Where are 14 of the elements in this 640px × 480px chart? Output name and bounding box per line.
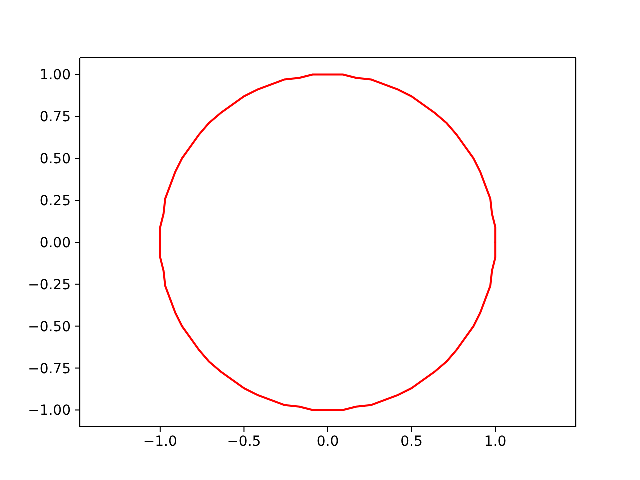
y-tick-label: 0.25 (40, 194, 71, 210)
y-tick-label: 0.75 (40, 110, 71, 126)
y-tick-label: 0.50 (40, 152, 71, 168)
x-tick-label: −1.0 (143, 434, 178, 450)
y-tick-label: 1.00 (40, 68, 71, 84)
y-tick-label: −0.50 (28, 319, 71, 336)
x-tick-label: 0.5 (400, 434, 423, 450)
x-tick-label: −0.5 (227, 434, 262, 450)
y-tick-label: −0.25 (28, 277, 71, 294)
x-tick-label: 0.0 (316, 434, 340, 450)
x-tick-label: 1.0 (484, 434, 507, 450)
y-tick-label: 0.00 (40, 235, 71, 252)
y-tick-label: −1.00 (28, 403, 71, 420)
y-tick-label: −0.75 (28, 361, 71, 378)
